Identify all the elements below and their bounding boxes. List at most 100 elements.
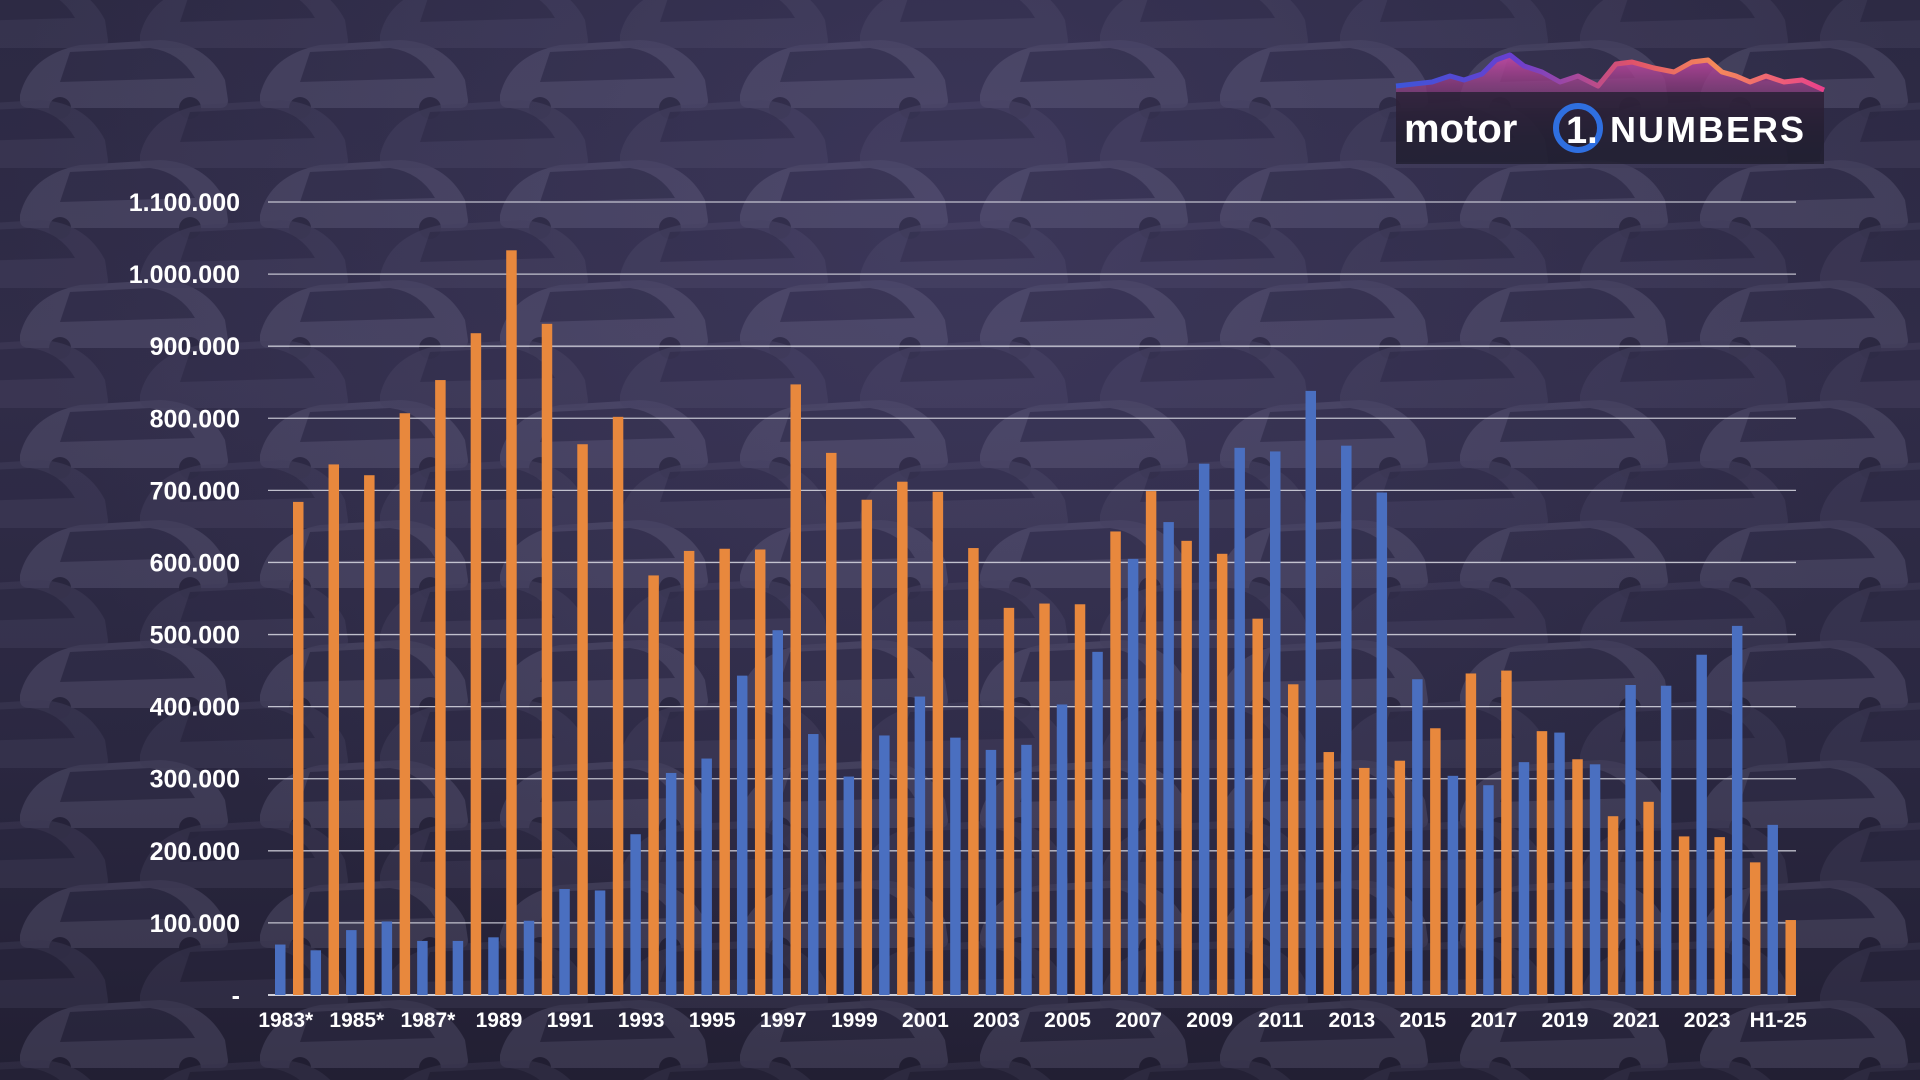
bar-series-1-2002 — [950, 737, 961, 995]
y-tick-label: 1.100.000 — [129, 189, 240, 217]
bar-series-1-2012 — [1305, 390, 1317, 995]
x-tick-label: 2001 — [902, 1009, 949, 1032]
x-tick-label: 2015 — [1400, 1009, 1447, 1032]
x-tick-label: 1987* — [400, 1009, 456, 1032]
x-tick-label: 1985* — [329, 1009, 385, 1032]
x-tick-label: H1-25 — [1750, 1009, 1808, 1032]
logo-word-numbers: NUMBERS — [1610, 109, 1806, 150]
bar-series-2-2000 — [897, 481, 908, 996]
bar-series-2-1998 — [826, 452, 837, 995]
bar-series-2-2004 — [1039, 603, 1050, 995]
bar-series-2-2013 — [1359, 767, 1370, 995]
bar-series-2-2005 — [1074, 604, 1086, 995]
x-tick-label: 2023 — [1684, 1009, 1731, 1032]
bar-series-2-2024 — [1749, 862, 1761, 995]
x-tick-label: 2011 — [1258, 1009, 1304, 1032]
bar-series-2-2009 — [1216, 553, 1228, 995]
bar-series-2-1997 — [790, 384, 801, 995]
x-tick-label: 2005 — [1044, 1009, 1091, 1032]
bar-series-1-2007 — [1127, 558, 1139, 995]
motor1-numbers-logo: motor 1. NUMBERS — [1395, 52, 1826, 164]
bar-series-2-2012 — [1323, 752, 1335, 995]
bar-series-2-1999 — [861, 499, 873, 995]
bar-series-2-2019 — [1572, 759, 1583, 995]
bar-series-2-1987* — [435, 380, 446, 995]
bar-series-2-2001 — [932, 491, 944, 995]
x-axis-tick-labels: 1983* 1985* 1987* 1989 1991 1993 1995 1997 1999 2… — [258, 1009, 1807, 1032]
bar-series-2-2014 — [1394, 760, 1406, 995]
bar-series-2-1984* — [328, 464, 340, 995]
bar-series-2-1986* — [399, 413, 411, 996]
bar-series-2-1991 — [577, 444, 588, 996]
bar-series-1-2014 — [1376, 492, 1388, 995]
bar-series-1-1998 — [808, 734, 819, 995]
bar-series-1-1995 — [701, 758, 712, 995]
y-tick-label: 800.000 — [150, 405, 240, 433]
y-tick-label: 500.000 — [150, 622, 240, 650]
bar-series-1-2008 — [1163, 522, 1174, 995]
y-tick-label: 1.000.000 — [129, 261, 240, 289]
x-tick-label: 2003 — [973, 1009, 1020, 1032]
x-tick-label: 1989 — [476, 1009, 523, 1032]
x-tick-label: 1999 — [831, 1009, 878, 1032]
bar-series-1-1993 — [630, 834, 641, 995]
bar-series-1-2020 — [1589, 764, 1601, 995]
bar-series-1-1991 — [559, 889, 570, 995]
bars — [275, 250, 1796, 996]
bar-series-1-2010 — [1234, 447, 1245, 996]
y-tick-label: 900.000 — [150, 333, 240, 361]
bar-series-1-1987* — [417, 940, 428, 995]
bar-series-1-1994 — [665, 772, 677, 995]
logo-ring-icon — [1553, 103, 1603, 153]
bar-series-2-2011 — [1287, 684, 1299, 995]
bar-series-1-2016 — [1447, 775, 1459, 995]
bar-series-1-2000 — [879, 735, 890, 995]
bar-series-1-1988* — [452, 940, 464, 995]
bar-series-2-1996 — [754, 549, 766, 995]
bar-series-1-1997 — [772, 630, 783, 995]
y-tick-label: 700.000 — [150, 477, 240, 505]
x-tick-label: 2007 — [1115, 1009, 1162, 1032]
bar-series-2-2010 — [1252, 618, 1263, 995]
bar-series-1-1999 — [843, 776, 855, 995]
bar-series-2-1989 — [506, 250, 517, 996]
x-tick-label: 1991 — [547, 1009, 594, 1032]
bar-series-2-1992 — [612, 416, 624, 996]
y-tick-label: 400.000 — [150, 694, 240, 722]
y-tick-label: - — [232, 982, 240, 1010]
bar-series-2-2022 — [1678, 836, 1690, 995]
bar-series-1-1992 — [594, 890, 606, 995]
x-tick-label: 1995 — [689, 1009, 736, 1032]
bar-series-1-1984* — [310, 950, 322, 995]
gridlines — [268, 201, 1796, 996]
bar-series-1-1990 — [523, 920, 535, 995]
x-tick-label: 2019 — [1542, 1009, 1589, 1032]
bar-series-2-1985* — [364, 475, 375, 996]
bar-series-1-1989 — [488, 937, 499, 995]
y-tick-label: 300.000 — [150, 766, 240, 794]
bar-series-1-2021 — [1625, 685, 1636, 995]
bar-series-2-1990 — [541, 323, 553, 996]
bar-series-2-2018 — [1536, 731, 1548, 995]
bar-series-1-H1-25 — [1767, 824, 1778, 995]
bar-series-1-2017 — [1483, 785, 1494, 995]
bar-series-1-2023 — [1696, 654, 1707, 995]
bar-series-2-H1-25 — [1785, 920, 1796, 995]
bar-series-2-2021 — [1643, 801, 1654, 995]
bar-series-2-2008 — [1181, 540, 1192, 995]
bar-series-1-2011 — [1269, 451, 1281, 995]
bar-series-1-2009 — [1198, 463, 1210, 995]
bar-series-2-2020 — [1607, 816, 1619, 995]
bar-series-2-1994 — [683, 550, 695, 995]
x-tick-label: 1983* — [258, 1009, 314, 1032]
bar-series-1-2001 — [914, 696, 926, 995]
bar-series-1-2006 — [1092, 651, 1103, 995]
x-tick-label: 2017 — [1471, 1009, 1518, 1032]
x-tick-label: 1993 — [618, 1009, 665, 1032]
y-axis-tick-labels: - 100.000 200.000 300.000 400.000 500.000 600.… — [129, 189, 240, 1010]
x-tick-label: 2013 — [1328, 1009, 1375, 1032]
x-tick-label: 2009 — [1186, 1009, 1233, 1032]
bar-series-1-1985* — [346, 930, 357, 995]
